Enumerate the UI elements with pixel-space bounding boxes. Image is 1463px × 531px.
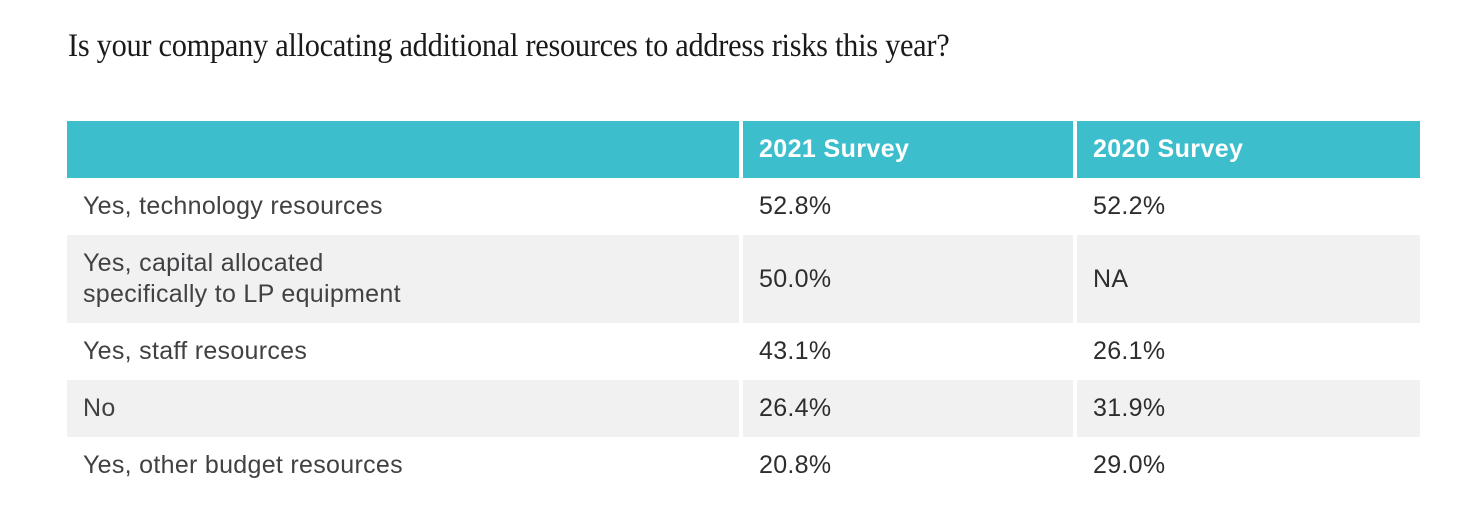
row-2021-cell: 43.1% (743, 323, 1073, 380)
row-value-2021: 50.0% (759, 264, 832, 293)
row-2020-cell: 26.1% (1077, 323, 1420, 380)
row-label-cell: Yes, staff resources (67, 323, 739, 380)
table-row: Yes, capital allocated specifically to L… (67, 235, 1420, 323)
row-2020-cell: 52.2% (1077, 178, 1420, 235)
row-value-2020: NA (1093, 264, 1129, 293)
header-label-2021-survey: 2021 Survey (759, 135, 910, 163)
page-title: Is your company allocating additional re… (68, 28, 950, 64)
row-2021-cell: 50.0% (743, 235, 1073, 323)
table-row: Yes, other budget resources 20.8% 29.0% (67, 437, 1420, 494)
row-2021-cell: 52.8% (743, 178, 1073, 235)
header-cell-empty (67, 121, 739, 178)
table-row: No 26.4% 31.9% (67, 380, 1420, 437)
row-value-2020: 29.0% (1093, 451, 1166, 479)
row-2020-cell: 31.9% (1077, 380, 1420, 437)
row-label-cell: Yes, other budget resources (67, 437, 739, 494)
row-2021-cell: 26.4% (743, 380, 1073, 437)
header-cell-2021: 2021 Survey (743, 121, 1073, 178)
row-label: Yes, technology resources (83, 192, 383, 220)
row-value-2020: 26.1% (1093, 337, 1166, 365)
table-body: Yes, technology resources 52.8% 52.2% Ye… (67, 178, 1420, 494)
row-2021-cell: 20.8% (743, 437, 1073, 494)
row-label-cell: Yes, technology resources (67, 178, 739, 235)
row-label-cell: Yes, capital allocated specifically to L… (67, 235, 739, 323)
table-row: Yes, technology resources 52.8% 52.2% (67, 178, 1420, 235)
row-value-2020: 31.9% (1093, 394, 1166, 422)
header-cell-2020: 2020 Survey (1077, 121, 1420, 178)
row-2020-cell: NA (1077, 235, 1420, 323)
row-value-2021: 20.8% (759, 451, 832, 479)
header-label-2020-survey: 2020 Survey (1093, 135, 1244, 163)
row-value-2021: 26.4% (759, 394, 832, 422)
table-row: Yes, staff resources 43.1% 26.1% (67, 323, 1420, 380)
table-header-row: 2021 Survey 2020 Survey (67, 121, 1420, 178)
row-label: No (83, 394, 116, 422)
row-label: Yes, staff resources (83, 337, 308, 365)
row-2020-cell: 29.0% (1077, 437, 1420, 494)
row-value-2021: 52.8% (759, 192, 832, 220)
row-value-2020: 52.2% (1093, 192, 1166, 220)
row-label-cell: No (67, 380, 739, 437)
row-label: Yes, other budget resources (83, 451, 403, 479)
survey-results-table: 2021 Survey 2020 Survey Yes, technology … (67, 121, 1420, 494)
row-label: Yes, capital allocated specifically to L… (83, 249, 401, 308)
row-value-2021: 43.1% (759, 337, 832, 365)
